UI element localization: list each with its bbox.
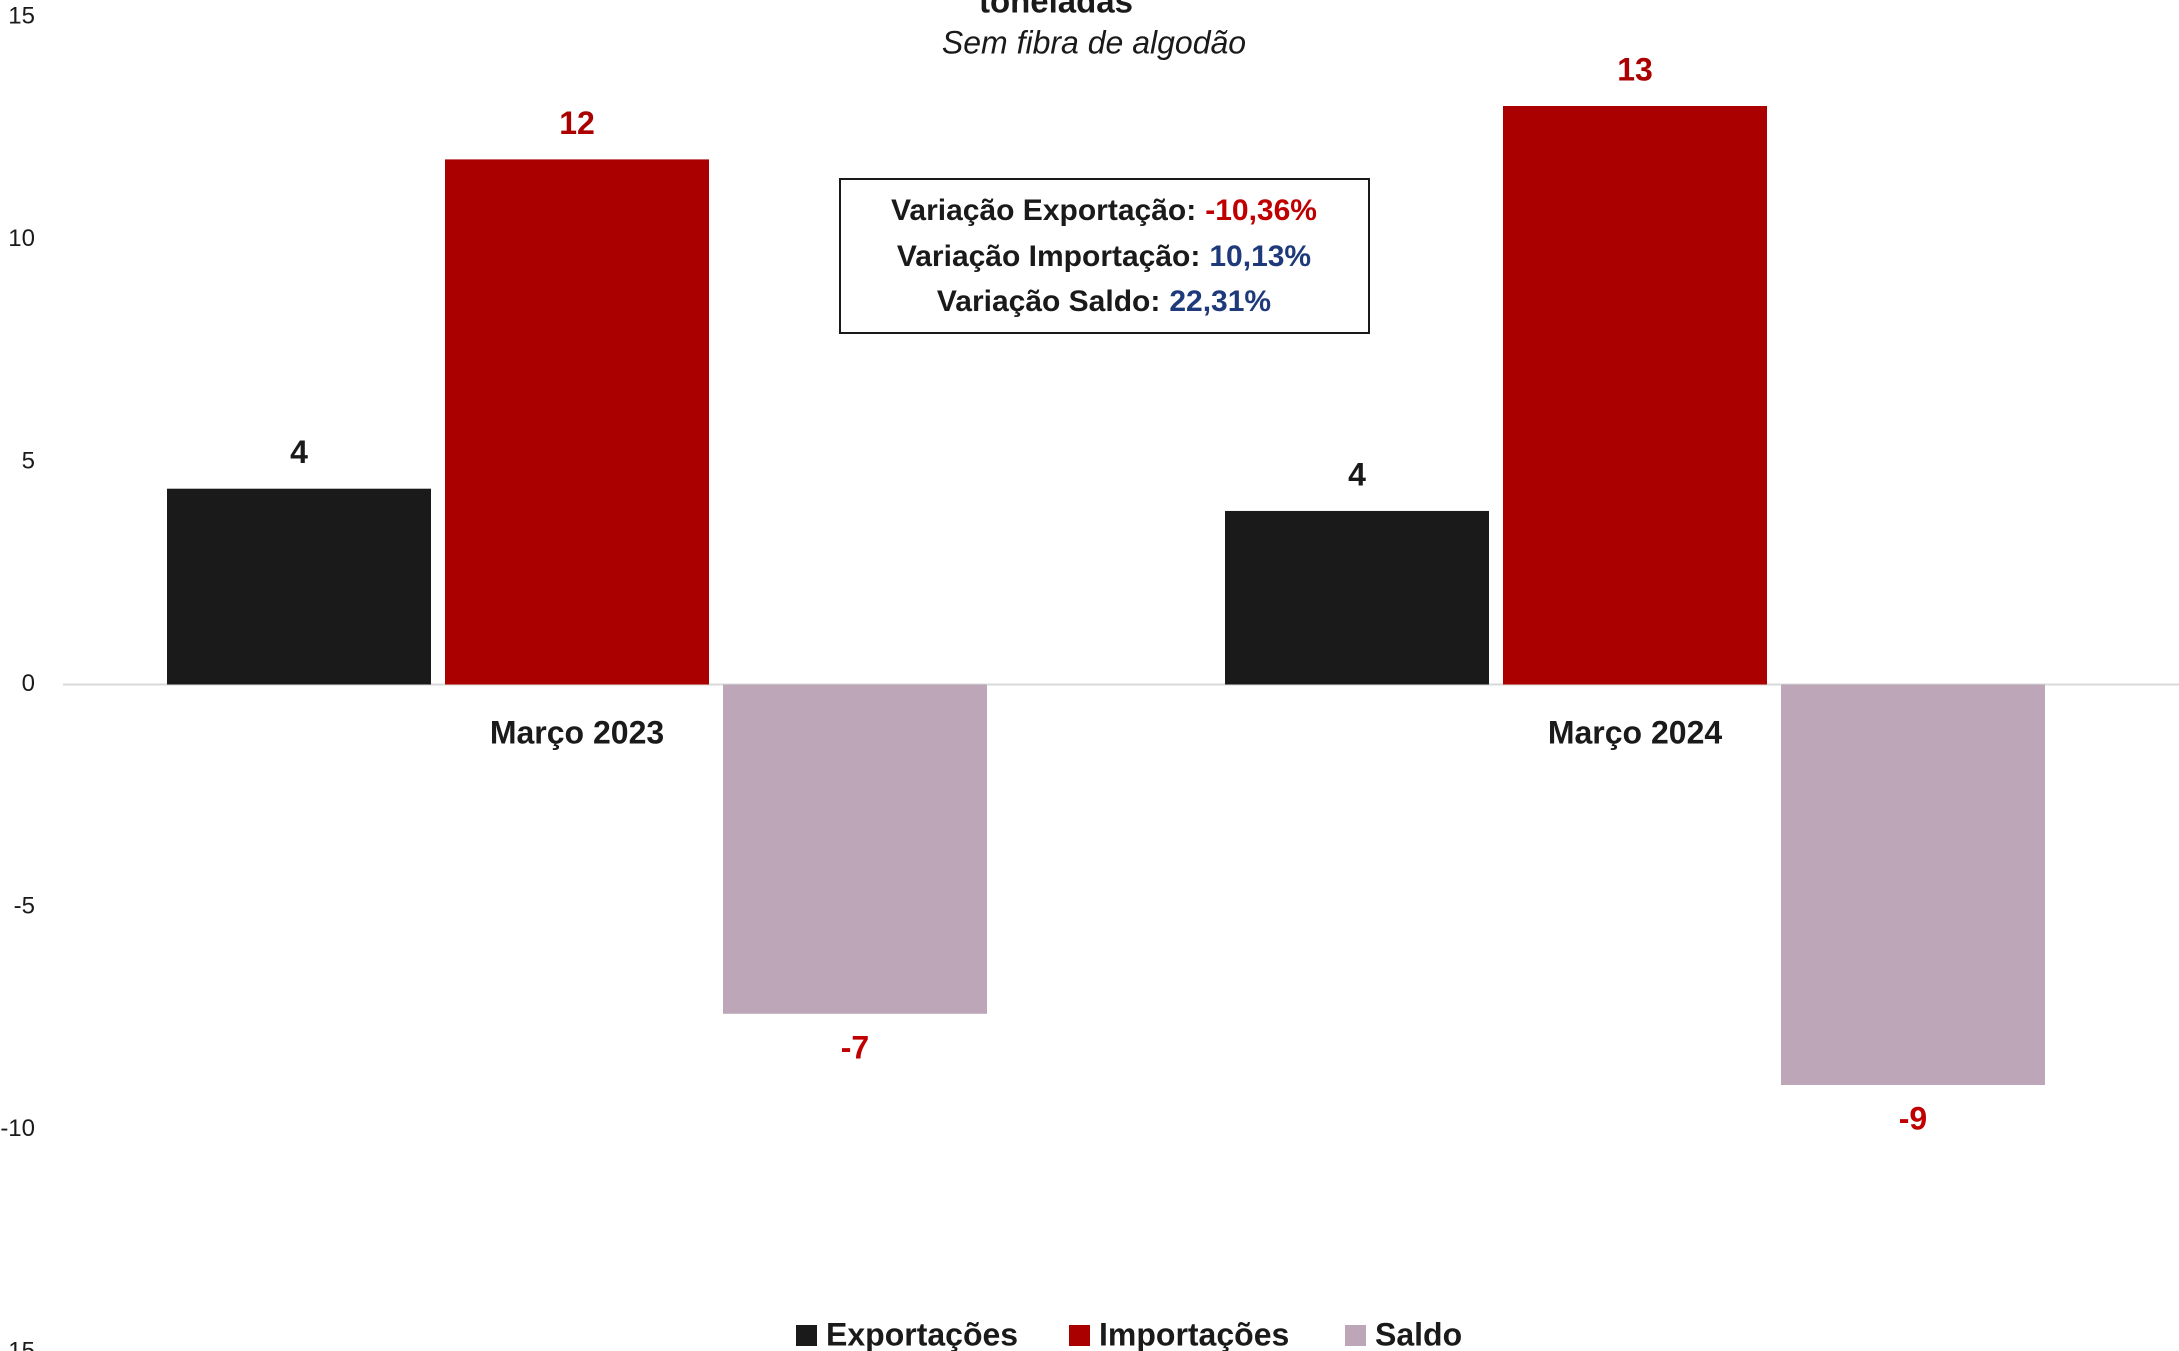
y-tick-label: -5	[14, 892, 35, 919]
bar	[1225, 510, 1489, 685]
y-tick-label: 0	[22, 670, 35, 697]
legend-label: Exportações	[826, 1316, 1018, 1351]
annotation-value: -10,36%	[1205, 194, 1317, 227]
data-label: -9	[1899, 1100, 1927, 1136]
data-label: -7	[841, 1029, 869, 1065]
bar	[1781, 684, 2045, 1085]
data-label: 12	[559, 105, 595, 141]
y-tick-label: -15	[0, 1337, 35, 1351]
annotation: Variação Saldo: 22,31%	[937, 285, 1271, 318]
legend-swatch	[796, 1325, 817, 1346]
y-tick-label: 10	[8, 225, 35, 252]
data-label: 4	[1348, 456, 1366, 492]
x-tick-label: Março 2023	[490, 714, 664, 750]
chart-title: toneladas	[979, 0, 1133, 20]
annotation-label: Variação Saldo:	[937, 285, 1160, 318]
data-label: 4	[290, 434, 308, 470]
annotation-box	[839, 178, 1370, 334]
legend-swatch	[1345, 1325, 1366, 1346]
bar	[445, 159, 709, 685]
annotation-value: 10,13%	[1209, 240, 1311, 273]
bar	[167, 488, 431, 685]
annotation-label: Variação Exportação:	[891, 194, 1196, 227]
chart-subtitle: Sem fibra de algodão	[942, 24, 1246, 60]
annotation-label: Variação Importação:	[897, 240, 1200, 273]
y-tick-label: 5	[22, 447, 35, 474]
legend-label: Saldo	[1375, 1316, 1462, 1351]
legend-label: Importações	[1099, 1316, 1289, 1351]
bar	[1503, 106, 1767, 685]
y-tick-label: -10	[0, 1115, 35, 1142]
annotation: Variação Exportação: -10,36%	[891, 194, 1317, 227]
annotation: Variação Importação: 10,13%	[897, 240, 1311, 273]
data-label: 13	[1617, 51, 1653, 87]
x-tick-label: Março 2024	[1548, 714, 1723, 750]
y-tick-label: 15	[8, 2, 35, 29]
legend-swatch	[1069, 1325, 1090, 1346]
bar	[723, 684, 987, 1014]
annotation-value: 22,31%	[1169, 285, 1271, 318]
